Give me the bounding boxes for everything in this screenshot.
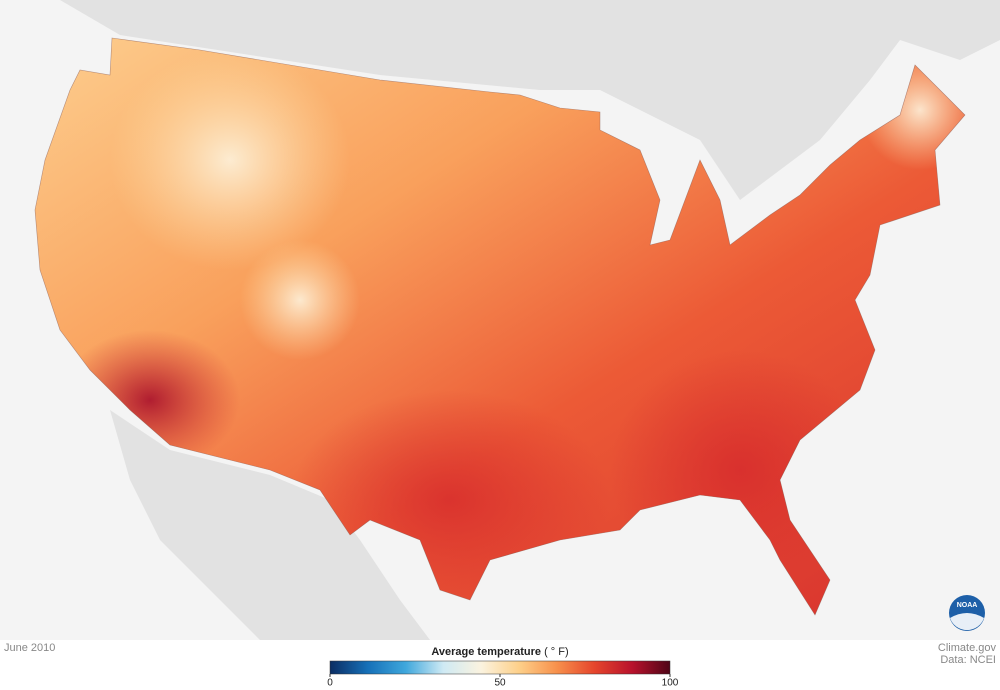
colorbar-tick-label: 100 bbox=[662, 678, 679, 689]
cool-region bbox=[110, 50, 350, 270]
legend-unit: ( ° F) bbox=[544, 646, 569, 658]
logo-wave bbox=[950, 613, 984, 631]
logo-text: NOAA bbox=[957, 602, 978, 609]
cool-region bbox=[240, 240, 360, 360]
credit: Data: NCEI bbox=[940, 654, 996, 666]
colorbar-tick-label: 0 bbox=[327, 678, 333, 689]
date: June 2010 bbox=[4, 642, 55, 654]
credit: Climate.gov bbox=[938, 642, 997, 654]
canada bbox=[60, 0, 1000, 200]
colorbar bbox=[329, 660, 671, 675]
legend-title: Average temperature ( ° F) bbox=[431, 646, 568, 658]
mexico bbox=[110, 410, 430, 640]
legend-title-text: Average temperature bbox=[431, 646, 541, 658]
colorbar-tick-label: 50 bbox=[494, 678, 506, 689]
